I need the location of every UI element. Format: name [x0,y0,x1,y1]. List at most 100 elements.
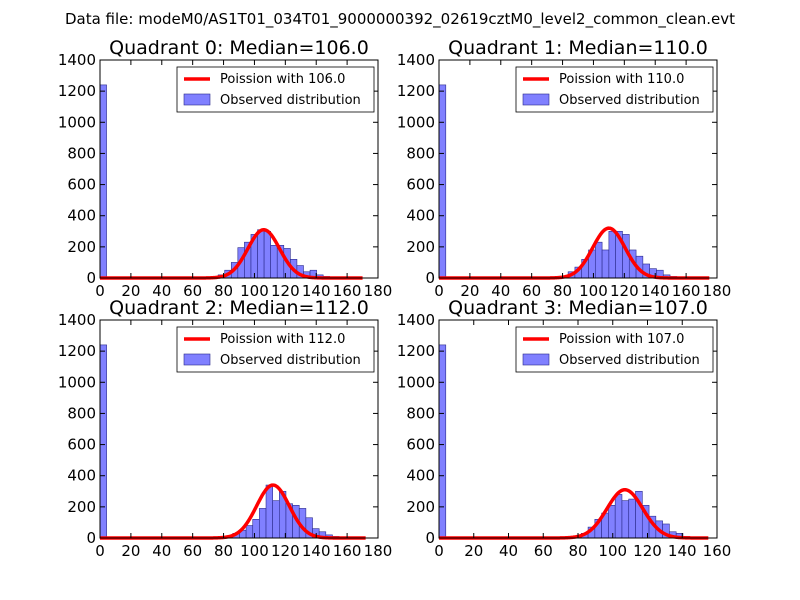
y-tick-label: 200 [67,498,96,516]
legend-bars-swatch [522,93,550,106]
y-tick-label: 1400 [397,51,435,69]
y-tick-label: 0 [425,269,435,287]
y-tick-label: 200 [406,498,435,516]
legend-bars-swatch [183,93,211,106]
y-tick-label: 200 [406,238,435,256]
histogram-bar [594,241,603,279]
x-tick-label: 140 [668,542,697,560]
axes-frame [99,319,379,539]
legend: Poission with 110.0 Observed distribution [515,66,714,113]
x-tick-label: 0 [434,542,444,560]
y-tick-label: 1000 [397,113,435,131]
subplot-title: Quadrant 1: Median=110.0 [448,37,708,59]
subplot-quadrant-0: Quadrant 0: Median=106.00 20 40 60 80 100 120 1… [58,37,393,300]
histogram-bar [259,508,267,539]
x-tick-label: 100 [240,542,269,560]
histogram-bar [601,249,610,279]
x-tick-label: 140 [302,282,331,300]
x-tick-label: 120 [633,542,662,560]
histogram-bar [608,230,616,279]
x-tick-label: 180 [364,282,393,300]
histogram-bar [265,484,273,539]
subplot-quadrant-3: Quadrant 3: Median=107.0 0 20 40 60 80 100 120 1… [397,297,732,560]
y-tick-label: 1000 [397,373,435,391]
x-tick-label: 20 [121,542,140,560]
y-tick-label: 400 [406,467,435,485]
y-tick-label: 800 [406,144,435,162]
legend-fit-label: Poission with 106.0 [220,72,345,87]
y-tick-label: 600 [406,436,435,454]
y-tick-label: 600 [67,176,96,194]
x-tick-label: 20 [460,282,479,300]
x-tick-label: 80 [214,282,233,300]
histogram-bar [608,504,616,539]
subplot-title: Quadrant 0: Median=106.0 [109,37,369,59]
x-tick-label: 0 [434,282,444,300]
histogram-bar [252,519,260,539]
y-tick-label: 1400 [58,311,96,329]
x-tick-label: 20 [464,542,483,560]
y-tick-label: 800 [406,404,435,422]
histogram-bar [438,344,447,539]
x-tick-label: 160 [333,282,362,300]
x-tick-label: 120 [271,282,300,300]
legend: Poission with 107.0 Observed distribution [515,326,714,373]
legend-fit-label: Poission with 107.0 [559,332,684,347]
axes-frame [99,59,379,279]
legend-bars-label: Observed distribution [220,93,361,108]
y-tick-label: 1200 [397,82,435,100]
legend: Poission with 112.0 Observed distribution [176,326,375,373]
x-tick-label: 120 [610,282,639,300]
x-tick-label: 160 [703,542,732,560]
x-tick-label: 160 [333,542,362,560]
subplot-title: Quadrant 2: Median=112.0 [109,297,369,319]
y-tick-label: 0 [86,529,96,547]
x-tick-label: 140 [641,282,670,300]
x-tick-label: 60 [522,282,541,300]
histogram-bar [257,229,265,279]
y-tick-label: 800 [67,404,96,422]
x-tick-label: 180 [703,282,732,300]
legend-bars-label: Observed distribution [559,353,700,368]
histogram-bar [99,344,107,539]
histogram-bar [621,500,630,539]
x-tick-label: 160 [672,282,701,300]
x-tick-label: 100 [240,282,269,300]
y-tick-label: 1000 [58,373,96,391]
x-tick-label: 100 [598,542,627,560]
x-tick-label: 80 [553,282,572,300]
histogram-bar [245,525,254,539]
x-tick-label: 40 [499,542,518,560]
x-tick-label: 20 [121,282,140,300]
x-tick-label: 40 [491,282,510,300]
x-tick-label: 140 [302,542,331,560]
y-tick-label: 1000 [58,113,96,131]
y-tick-label: 600 [406,176,435,194]
histogram-bar [614,494,623,539]
y-tick-label: 0 [425,529,435,547]
x-tick-label: 80 [214,542,233,560]
x-tick-label: 180 [364,542,393,560]
legend-bars-swatch [522,353,550,366]
legend-fit-label: Poission with 110.0 [559,72,684,87]
subplot-quadrant-2: Quadrant 2: Median=112.00 20 40 60 80 100 120 1… [58,297,393,560]
x-tick-label: 40 [152,282,171,300]
figure-title: Data file: modeM0/AS1T01_034T01_90000003… [65,10,735,29]
x-tick-label: 60 [183,542,202,560]
y-tick-label: 200 [67,238,96,256]
x-tick-label: 80 [568,542,587,560]
histogram-bar [628,498,636,539]
x-tick-label: 0 [95,282,105,300]
histogram-bar [263,230,271,279]
y-tick-label: 1200 [58,82,96,100]
y-tick-label: 1400 [58,51,96,69]
histogram-bar [270,245,278,279]
subplot-quadrant-1: Quadrant 1: Median=110.00 20 40 60 80 100 120 1… [397,37,732,300]
y-tick-label: 1200 [397,342,435,360]
legend-bars-swatch [183,353,211,366]
x-tick-label: 120 [271,542,300,560]
y-tick-label: 400 [67,207,96,225]
axes-frame [438,59,718,279]
histogram-bar [272,500,280,539]
